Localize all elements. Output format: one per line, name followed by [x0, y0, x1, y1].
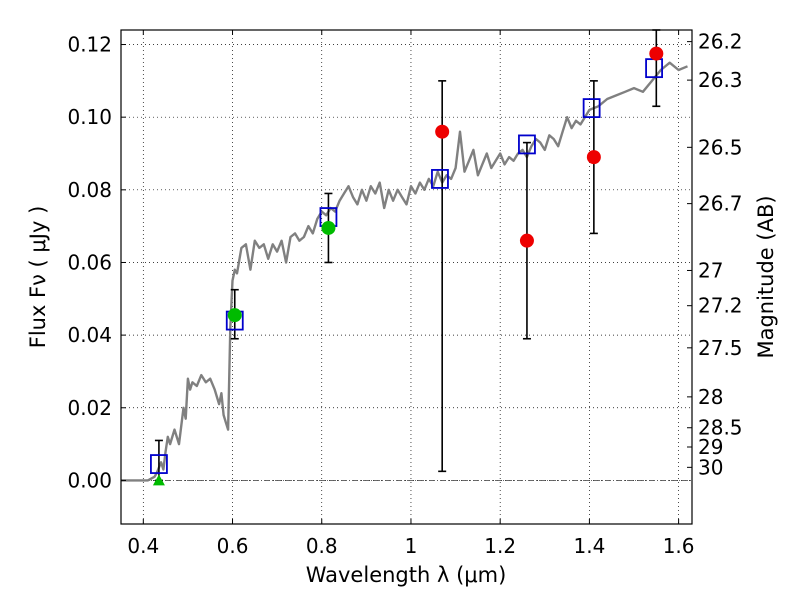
- mag-tick-label: 26.5: [698, 135, 743, 159]
- mag-tick-label: 29: [698, 435, 723, 459]
- synthetic-square-marker: [431, 169, 449, 189]
- upper-limit-triangle-marker: [152, 474, 165, 486]
- y-axis-label-right: Magnitude (AB): [754, 195, 778, 358]
- y-axis-label: Flux Fν ( μJy ): [26, 206, 50, 349]
- y-tick-label: 0.10: [67, 105, 112, 129]
- red-point-marker: [435, 124, 450, 139]
- x-tick-label: 1.4: [573, 534, 605, 558]
- mag-tick-label: 27.5: [698, 336, 743, 360]
- y-tick-label: 0.02: [67, 396, 112, 420]
- synthetic-square-marker: [518, 134, 536, 155]
- y-tick-label: 0.00: [67, 468, 112, 492]
- x-tick-label: 1.2: [484, 534, 516, 558]
- red-point-marker: [586, 150, 601, 165]
- mag-tick-label: 26.2: [698, 30, 743, 54]
- mag-tick-label: 26.3: [698, 68, 743, 92]
- x-axis-label: Wavelength λ (μm): [306, 563, 507, 587]
- y-tick-label: 0.08: [67, 178, 112, 202]
- y-tick-label: 0.06: [67, 250, 112, 274]
- red-point-marker: [649, 46, 664, 61]
- mag-tick-label: 28: [698, 385, 723, 409]
- plot-frame: [120, 29, 693, 525]
- x-tick-label: 1.6: [663, 534, 695, 558]
- x-tick-label: 1: [405, 534, 418, 558]
- x-tick-label: 0.6: [217, 534, 249, 558]
- green-point-marker: [227, 308, 242, 323]
- mag-tick-label: 28.5: [698, 416, 743, 440]
- x-tick-label: 0.8: [306, 534, 338, 558]
- synthetic-square-marker: [150, 454, 168, 474]
- synthetic-square-marker: [582, 98, 601, 118]
- red-point-marker: [519, 233, 534, 248]
- mag-tick-label: 26.7: [698, 192, 743, 216]
- mag-tick-label: 27: [698, 258, 723, 282]
- spectrum-line: [121, 61, 688, 482]
- mag-tick-label: 27.2: [698, 294, 743, 318]
- mag-tick-label: 30: [698, 455, 723, 479]
- y-tick-label: 0.04: [67, 323, 112, 347]
- green-point-marker: [321, 220, 336, 235]
- x-tick-label: 0.4: [127, 534, 159, 558]
- tick-layer: 0.4 0.6 0.8 1 1.2 1.4 1.6 0.00 0.02 0.04 0.06 0.08 0…: [67, 30, 742, 558]
- y-tick-label: 0.12: [67, 33, 112, 57]
